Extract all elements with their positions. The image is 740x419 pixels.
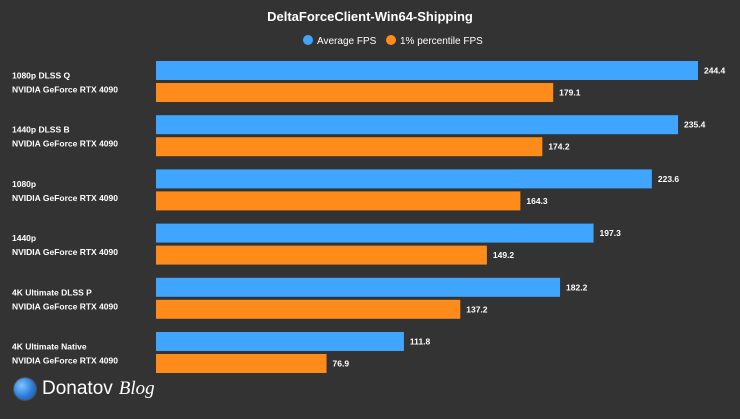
legend-label-0: Average FPS [317,36,377,47]
category-label-2-line-1: NVIDIA GeForce RTX 4090 [12,193,118,203]
category-label-0-line-1: NVIDIA GeForce RTX 4090 [12,85,118,95]
donatov-blog-watermark: Donatov Blog [14,378,155,400]
legend-label-1: 1% percentile FPS [400,36,483,47]
bar-3-1 [156,245,487,265]
bar-5-0 [156,332,404,351]
bar-0-0 [156,61,698,80]
category-label-3-line-1: NVIDIA GeForce RTX 4090 [12,247,118,257]
value-label-0-0: 244.4 [704,66,726,76]
value-label-5-1: 76.9 [333,359,350,369]
value-label-2-1: 164.3 [526,196,548,206]
watermark-suffix: Blog [118,378,155,399]
legend-marker-0 [303,35,313,45]
value-label-3-0: 197.3 [600,228,622,238]
value-label-4-0: 182.2 [566,282,588,292]
category-label-0-line-0: 1080p DLSS Q [12,71,70,81]
category-label-3-line-0: 1440p [12,233,36,243]
value-label-0-1: 179.1 [559,88,581,98]
category-label-1-line-0: 1440p DLSS B [12,125,70,135]
value-label-4-1: 137.2 [466,304,488,314]
bar-4-0 [156,277,561,297]
legend-marker-1 [386,35,396,45]
category-label-5-line-1: NVIDIA GeForce RTX 4090 [12,356,118,366]
bar-5-1 [156,354,327,373]
category-label-5-line-0: 4K Ultimate Native [12,342,87,352]
bar-1-0 [156,115,679,135]
bar-2-1 [156,191,521,211]
value-labels: 244.4 179.1 235.4 174.2 223.6 164.3 197.3 149.2… [333,66,726,369]
bar-1-1 [156,137,543,157]
watermark-name: Donatov [42,378,113,399]
bar-4-1 [156,299,461,319]
bar-2-0 [156,169,652,189]
category-label-2-line-0: 1080p [12,179,36,189]
value-label-1-0: 235.4 [684,120,706,130]
value-label-1-1: 174.2 [548,142,570,152]
value-label-5-0: 111.8 [410,337,431,347]
value-label-3-1: 149.2 [493,250,515,260]
donatov-logo-icon [14,378,36,400]
chart-title: DeltaForceClient-Win64-Shipping [267,9,473,24]
category-labels: 1080p DLSS Q NVIDIA GeForce RTX 4090 1440p… [12,71,118,366]
category-label-4-line-0: 4K Ultimate DLSS P [12,287,92,297]
bar-0-1 [156,83,554,102]
bar-3-0 [156,223,594,243]
category-label-1-line-1: NVIDIA GeForce RTX 4090 [12,139,118,149]
bars [156,61,698,373]
category-label-4-line-1: NVIDIA GeForce RTX 4090 [12,301,118,311]
value-label-2-0: 223.6 [658,174,680,184]
chart-legend: Average FPS 1% percentile FPS [303,35,483,47]
